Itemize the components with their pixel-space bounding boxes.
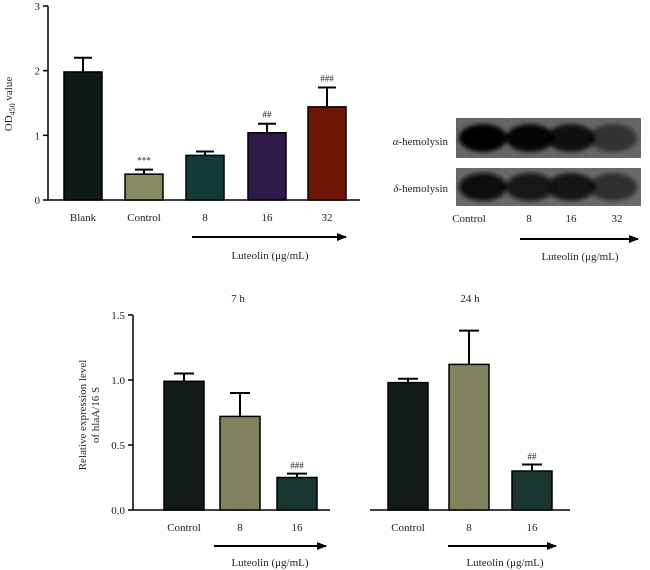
- blot-lane-label: Control: [452, 213, 486, 225]
- od450-significance: ###: [320, 73, 334, 83]
- hlaA-group-title: 7 h: [231, 293, 245, 305]
- blot-lane-label: 8: [526, 213, 532, 225]
- hlaA-7h-luteolin-label: Luteolin (μg/mL): [231, 557, 308, 569]
- od450-bar: [307, 106, 347, 201]
- od450-x-tick-label: 32: [322, 212, 333, 224]
- blot-band-delta: [547, 173, 595, 201]
- blot-band-alpha: [459, 124, 507, 152]
- hlaA-bar: [387, 381, 429, 511]
- hlaA-y-tick-label: 1.5: [111, 310, 125, 322]
- od450-bar: [185, 154, 225, 201]
- od450-x-tick-label: 16: [262, 212, 274, 224]
- hlaA-expression-chart: Relative expression level of hlaA/16 S 0…: [77, 293, 570, 569]
- hlaA-bar: [511, 470, 553, 511]
- od450-y-tick-label: 2: [35, 66, 41, 78]
- od450-bar: [63, 71, 103, 201]
- od450-y-tick-label: 1: [35, 130, 41, 142]
- hlaA-y-tick-label: 0.0: [111, 505, 125, 517]
- hlaA-significance: ###: [290, 461, 304, 471]
- blot-lane-label: 32: [612, 213, 623, 225]
- od450-bar: [247, 131, 287, 201]
- od450-luteolin-label: Luteolin (μg/mL): [231, 250, 308, 262]
- hlaA-x-tick-label: 8: [466, 522, 472, 534]
- blot-lane-label: 16: [566, 213, 578, 225]
- blot-band-delta: [506, 173, 554, 201]
- blot-band-delta: [459, 173, 507, 201]
- western-blot: α-hemolysin δ-hemolysin Control 8 16 32 Lut…: [393, 118, 641, 263]
- od450-bar: [124, 173, 164, 201]
- hlaA-24h-luteolin-label: Luteolin (μg/mL): [466, 557, 543, 569]
- hlaA-x-tick-label: 16: [292, 522, 304, 534]
- blot-label-delta: δ-hemolysin: [393, 183, 448, 195]
- hlaA-bar: [219, 415, 261, 511]
- od450-significance: ***: [137, 156, 151, 166]
- od450-chart: OD450 value 0 1 2 3 Blank Control *** 8 16 ## 32 #…: [3, 1, 360, 262]
- blot-row-alpha: [456, 118, 641, 158]
- hlaA-significance: ##: [528, 452, 538, 462]
- hlaA-y-tick-label: 1.0: [111, 375, 125, 387]
- hlaA-ylabel-line1: Relative expression level: [77, 360, 89, 471]
- hlaA-x-tick-label: Control: [167, 522, 201, 534]
- od450-ylabel: OD450 value: [3, 77, 17, 132]
- blot-luteolin-label: Luteolin (μg/mL): [541, 251, 618, 263]
- od450-y-tick-label: 3: [35, 1, 41, 13]
- blot-row-delta: [456, 168, 641, 206]
- od450-x-tick-label: 8: [202, 212, 208, 224]
- hlaA-bar: [163, 380, 205, 511]
- od450-x-tick-label: Control: [127, 212, 161, 224]
- blot-band-alpha: [589, 124, 637, 152]
- hlaA-x-tick-label: Control: [391, 522, 425, 534]
- blot-band-alpha: [506, 124, 554, 152]
- blot-band-alpha: [547, 124, 595, 152]
- hlaA-ylabel-line2: of hlaA/16 S: [90, 387, 102, 443]
- od450-significance: ##: [263, 110, 273, 120]
- hlaA-x-tick-label: 16: [527, 522, 539, 534]
- hlaA-group-title: 24 h: [460, 293, 480, 305]
- blot-label-alpha: α-hemolysin: [393, 136, 449, 148]
- hlaA-y-tick-label: 0.5: [111, 440, 125, 452]
- od450-y-tick-label: 0: [35, 195, 41, 207]
- blot-band-delta: [589, 173, 637, 201]
- hlaA-bar: [448, 363, 490, 511]
- hlaA-bar: [276, 476, 318, 511]
- hlaA-x-tick-label: 8: [237, 522, 243, 534]
- od450-x-tick-label: Blank: [70, 212, 97, 224]
